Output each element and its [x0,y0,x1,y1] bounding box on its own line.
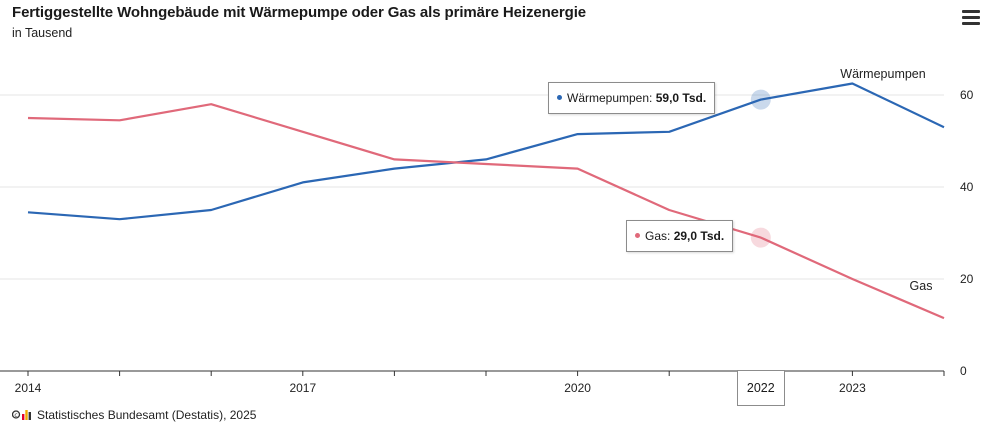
tooltip-waermepumpen-value: 59,0 Tsd. [655,91,707,105]
hover-halo-gas [750,227,771,248]
x-axis: 2014 2017 2020 2023 [0,370,945,395]
series-labels: Wärmepumpen Gas [840,67,932,293]
source-note: c Statistisches Bundesamt (Destatis), 20… [11,408,257,423]
x-tooltip-label: 2022 [736,370,785,406]
series-line-gas [27,103,945,320]
chart-title: Fertiggestellte Wohngebäude mit Wärmepum… [12,4,587,21]
tooltip-waermepumpen-label: Wärmepumpen: [567,91,653,105]
series-label-gas: Gas [910,279,933,293]
x-tick-label-2017: 2017 [289,381,316,395]
y-tick-label-20: 20 [960,272,974,286]
tooltip-waermepumpen: Wärmepumpen: 59,0 Tsd. [548,82,716,114]
y-axis: 0 20 40 60 [960,88,974,378]
series-group [27,82,945,320]
svg-text:c: c [14,412,17,419]
series-label-waermepumpen: Wärmepumpen [840,67,925,81]
x-tick-label-2014: 2014 [15,381,42,395]
series-line-waermepumpen [27,82,945,221]
y-tick-label-40: 40 [960,180,974,194]
destatis-logo-icon: c [11,409,34,423]
waermepumpen-dot-icon [557,95,562,100]
chart-subtitle: in Tausend [12,26,73,40]
y-tick-label-60: 60 [960,88,974,102]
tooltip-gas-label: Gas: [645,229,671,243]
hamburger-menu-icon[interactable] [962,10,980,25]
tooltip-gas: Gas: 29,0 Tsd. [626,220,734,252]
grid-lines [0,94,944,280]
x-tick-label-2020: 2020 [564,381,591,395]
hover-halo-waermepumpen [750,89,771,110]
y-tick-label-0: 0 [960,364,967,378]
source-text: Statistisches Bundesamt (Destatis), 2025 [37,408,257,422]
tooltip-gas-value: 29,0 Tsd. [673,229,725,243]
x-tick-label-2023: 2023 [839,381,866,395]
gas-dot-icon [635,233,640,238]
